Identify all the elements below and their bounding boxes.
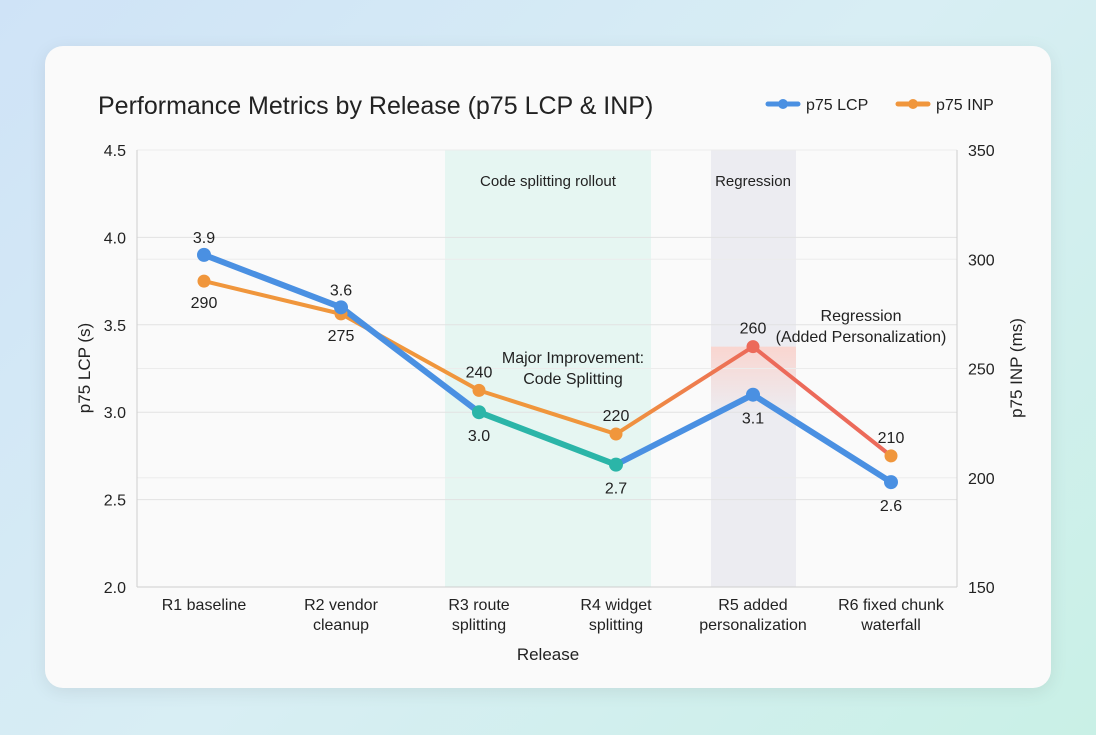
lcp-line-segment — [201, 251, 344, 311]
x-axis-label: Release — [517, 645, 579, 664]
legend-label-inp: p75 INP — [936, 97, 994, 114]
inp-data-label: 275 — [328, 328, 355, 345]
lcp-line-segment — [613, 391, 756, 468]
inp-point — [472, 383, 486, 397]
lcp-point — [197, 247, 211, 262]
legend-label-lcp: p75 LCP — [806, 97, 868, 114]
lcp-point — [746, 387, 760, 402]
y2-tick-label: 250 — [968, 362, 995, 379]
shaded-region-label: Code splitting rollout — [480, 173, 617, 190]
y2-tick-label: 150 — [968, 580, 995, 597]
inp-line-segment — [751, 344, 893, 458]
annotation-improvement: Code Splitting — [523, 371, 623, 388]
lcp-data-label: 3.1 — [742, 411, 764, 428]
legend-marker-lcp — [778, 99, 788, 109]
inp-data-label: 210 — [878, 430, 905, 447]
inp-line-segment — [614, 344, 755, 437]
inp-data-label: 290 — [191, 295, 218, 312]
annotation-improvement: Major Improvement: — [502, 350, 644, 367]
legend-marker-inp — [908, 99, 918, 109]
x-tick-label: R4 widget — [580, 597, 652, 614]
lcp-point — [472, 405, 486, 420]
y-tick-label: 2.5 — [104, 493, 126, 510]
inp-line-segment — [202, 279, 343, 316]
inp-point — [197, 274, 211, 288]
y-tick-label: 3.0 — [104, 405, 126, 422]
lcp-data-label: 3.0 — [468, 428, 490, 445]
x-tick-label: personalization — [699, 617, 807, 634]
y-axis-label: p75 LCP (s) — [75, 323, 94, 413]
x-tick-label: R1 baseline — [162, 597, 247, 614]
lcp-point — [609, 457, 623, 472]
x-tick-label: splitting — [589, 617, 643, 634]
x-tick-label: R3 route — [448, 597, 509, 614]
y2-tick-label: 350 — [968, 143, 995, 160]
lcp-data-label: 2.6 — [880, 498, 902, 515]
inp-point — [884, 449, 898, 463]
lcp-line-segment — [338, 304, 482, 416]
x-tick-label: R5 added — [718, 597, 787, 614]
regression-highlight — [711, 346, 796, 413]
inp-data-label: 220 — [603, 408, 630, 425]
legend: p75 LCP p75 INP — [765, 97, 994, 114]
y2-tick-label: 300 — [968, 252, 995, 269]
lcp-point — [334, 300, 348, 315]
lcp-data-label: 3.6 — [330, 282, 352, 299]
y-tick-label: 4.0 — [104, 230, 126, 247]
lcp-line-segment — [750, 391, 894, 486]
x-tick-label: R2 vendor — [304, 597, 378, 614]
inp-point — [609, 427, 623, 441]
y2-axis-label: p75 INP (ms) — [1007, 318, 1026, 418]
x-tick-label: splitting — [452, 617, 506, 634]
inp-point — [746, 340, 760, 354]
lcp-line-segment — [476, 409, 619, 468]
y-tick-label: 3.5 — [104, 318, 126, 335]
lcp-point — [884, 475, 898, 490]
y-tick-label: 4.5 — [104, 143, 126, 160]
lcp-data-label: 2.7 — [605, 481, 627, 498]
y2-tick-label: 200 — [968, 471, 995, 488]
x-tick-label: cleanup — [313, 617, 369, 634]
x-tick-label: R6 fixed chunk — [838, 597, 945, 614]
annotation-regression: (Added Personalization) — [776, 329, 947, 346]
inp-data-label: 260 — [740, 321, 767, 338]
inp-data-label: 240 — [466, 364, 493, 381]
x-tick-label: waterfall — [860, 617, 921, 634]
lcp-data-label: 3.9 — [193, 230, 215, 247]
y-tick-label: 2.0 — [104, 580, 126, 597]
chart-title: Performance Metrics by Release (p75 LCP … — [98, 92, 653, 120]
inp-line-segment — [477, 388, 618, 437]
shaded-region-label: Regression — [715, 173, 791, 190]
annotation-regression: Regression — [821, 308, 902, 325]
